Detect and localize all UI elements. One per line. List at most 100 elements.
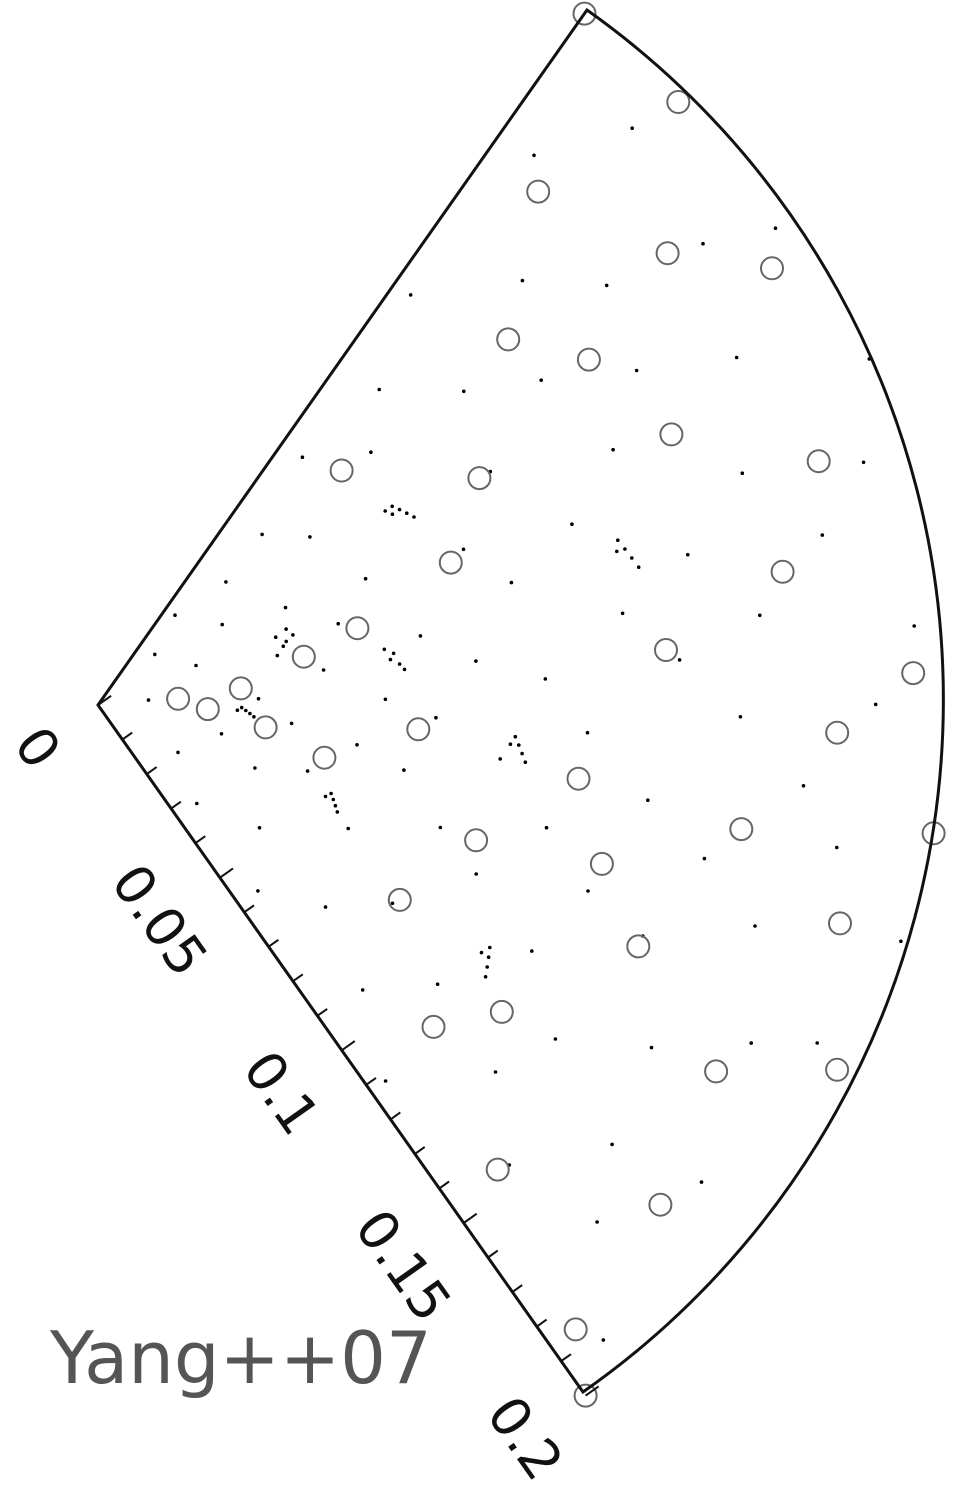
galaxy-point [734,355,739,360]
galaxy-point [153,652,157,657]
galaxy-point [248,711,252,716]
galaxy-point [176,750,180,755]
group-marker [566,766,591,791]
group-marker [659,422,684,447]
group-marker [760,256,784,281]
galaxy-point [323,905,328,909]
galaxy-point [438,825,443,830]
galaxy-point [586,889,590,893]
galaxy-point [758,613,762,618]
galaxy-point [899,939,903,944]
galaxy-point [474,659,478,663]
wedge-boundary [96,7,945,1395]
galaxy-point [360,988,365,992]
galaxy-point [553,1037,558,1041]
group-marker [496,327,521,352]
galaxy-point [253,766,257,770]
galaxy-point [630,556,634,560]
galaxy-point [369,450,373,455]
group-marker [573,1383,598,1408]
galaxy-point [611,447,615,452]
group-marker [195,697,220,722]
galaxy-point [543,677,548,681]
axis-tick [463,1212,478,1224]
axis-tick [487,1249,499,1259]
axis-tick [585,1385,600,1397]
axis-tick [414,1146,426,1155]
galaxy-point [435,982,440,986]
galaxy-point [753,924,757,928]
galaxy-point [194,663,198,668]
galaxy-point [390,901,395,906]
axis-tick [268,938,279,948]
group-marker [825,720,850,745]
galaxy-point [701,241,705,246]
galaxy-point [513,734,518,739]
galaxy-point [636,565,641,569]
galaxy-point [493,1070,498,1074]
axis-tick [536,1318,548,1328]
galaxy-point [508,742,513,746]
group-marker [166,686,191,711]
galaxy-point [649,1045,654,1050]
galaxy-point [377,387,382,392]
galaxy-point [329,791,333,796]
galaxy-point [308,535,312,539]
galaxy-point [281,644,286,648]
galaxy-point [604,283,609,288]
axis-tick [121,731,133,741]
galaxy-point [256,889,260,893]
galaxy-point [530,949,534,953]
group-marker [729,817,754,842]
galaxy-point [523,760,528,764]
galaxy-point [498,757,503,761]
galaxy-point [412,515,416,519]
galaxy-point [873,702,878,707]
galaxy-point [517,743,521,747]
group-marker [345,616,370,641]
galaxy-point [252,715,256,719]
galaxy-point [336,621,341,626]
galaxy-point [474,872,479,876]
galaxy-point [434,715,438,720]
galaxy-point [677,658,682,662]
galaxy-point [702,856,707,861]
galaxy-point [912,624,916,628]
tick-label: 0.05 [99,853,220,988]
axis-tick [389,1111,401,1121]
galaxy-point [220,622,224,627]
group-marker [387,887,412,912]
galaxy-point [408,293,413,297]
galaxy-point [488,945,492,950]
galaxy-point [383,1079,388,1083]
galaxy-point [173,613,177,617]
group-marker [563,1317,588,1342]
galaxy-point [402,667,407,672]
galaxy-point [323,794,328,799]
group-marker [704,1059,729,1084]
galaxy-point [749,1041,753,1045]
galaxy-point [601,1338,606,1342]
galaxy-point [235,708,240,712]
galaxy-point [239,705,244,710]
axis-tick [170,800,182,810]
galaxy-point [283,605,288,610]
radial-axis-ticks [97,694,600,1397]
galaxy-point [570,522,574,526]
galaxy-point [397,507,402,512]
galaxy-point [479,950,484,955]
tick-label: 0 [2,716,73,780]
galaxy-point [462,389,466,394]
galaxy-point [595,1220,599,1224]
galaxy-point [486,955,491,959]
group-marker [253,715,278,740]
axis-tick [219,867,234,879]
galaxy-point [382,647,387,652]
galaxy-point [615,549,619,554]
galaxy-point [630,126,634,130]
axis-tick [365,1077,377,1086]
group-marker [901,661,926,686]
axis-tick [292,973,304,983]
wedge-outline [96,7,945,1395]
